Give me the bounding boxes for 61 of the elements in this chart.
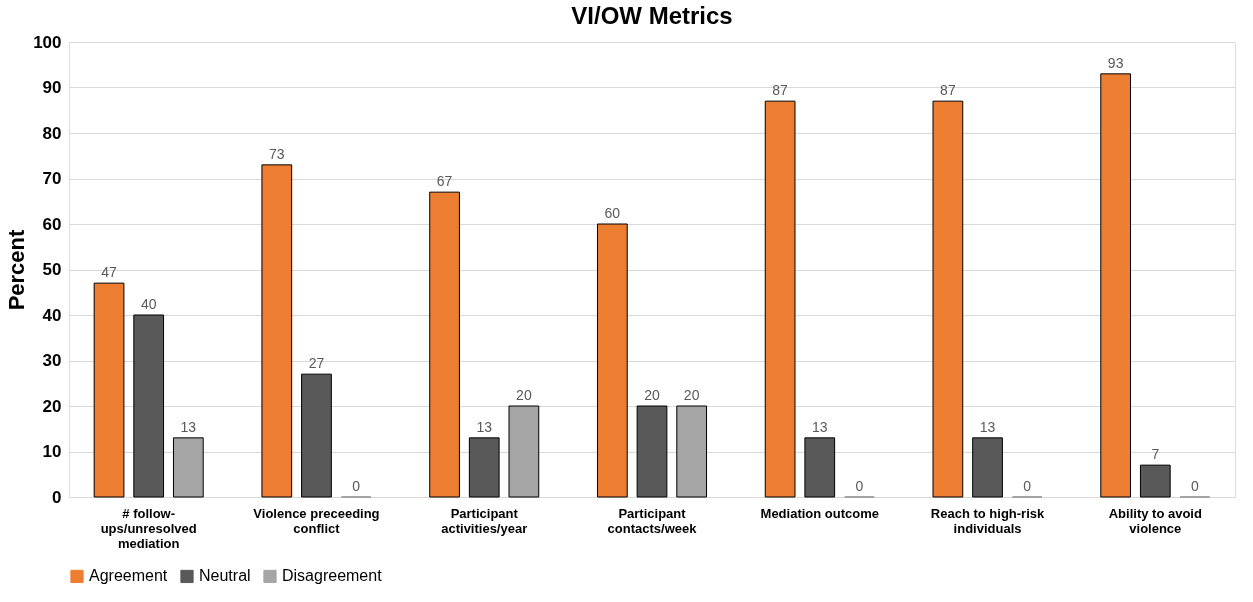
data-label: 60 bbox=[604, 205, 621, 221]
data-label: 47 bbox=[101, 264, 118, 281]
bar bbox=[93, 282, 125, 498]
y-tick-label: 10 bbox=[42, 442, 62, 461]
bar bbox=[172, 437, 204, 498]
x-tick-label: Participant contacts/week bbox=[607, 505, 698, 536]
data-label: 13 bbox=[979, 418, 996, 435]
y-tick-label: 90 bbox=[42, 78, 62, 97]
data-label: 20 bbox=[516, 387, 532, 403]
legend-label: Disagreement bbox=[282, 567, 383, 585]
bar bbox=[676, 405, 708, 498]
data-label: 87 bbox=[940, 82, 956, 99]
y-tick-label: 60 bbox=[42, 214, 62, 234]
bar bbox=[133, 314, 165, 498]
bar bbox=[468, 437, 500, 498]
bar bbox=[429, 191, 460, 498]
data-label: 20 bbox=[683, 387, 700, 403]
y-tick-label: 0 bbox=[52, 487, 62, 507]
data-label: 73 bbox=[269, 145, 285, 162]
data-label: 0 bbox=[1191, 478, 1200, 494]
bar bbox=[764, 100, 796, 498]
data-label: 13 bbox=[811, 418, 828, 435]
bar bbox=[596, 223, 628, 498]
x-tick-label: # follow-ups/unresolved mediation bbox=[100, 505, 197, 551]
data-label: 93 bbox=[1107, 54, 1124, 71]
y-tick-label: 80 bbox=[42, 123, 62, 143]
bar bbox=[301, 373, 332, 498]
bar bbox=[508, 405, 540, 498]
bar bbox=[804, 437, 836, 498]
chart-title: VI/OW Metrics bbox=[571, 2, 733, 29]
legend-label: Agreement bbox=[89, 567, 168, 585]
y-tick-label: 30 bbox=[42, 351, 62, 370]
data-label: 13 bbox=[476, 418, 493, 435]
data-label: 67 bbox=[436, 173, 453, 190]
bar bbox=[972, 437, 1003, 498]
x-tick-label: Participant activities/year bbox=[441, 505, 528, 536]
data-label: 0 bbox=[1023, 478, 1032, 494]
bar bbox=[1139, 464, 1171, 498]
legend-label: Neutral bbox=[199, 567, 251, 585]
data-label: 20 bbox=[644, 387, 660, 403]
y-tick-label: 50 bbox=[42, 260, 62, 279]
bar bbox=[261, 164, 293, 498]
data-label: 87 bbox=[772, 82, 789, 99]
data-label: 0 bbox=[352, 478, 361, 494]
bar bbox=[932, 100, 964, 498]
bar bbox=[636, 405, 668, 498]
data-label: 40 bbox=[140, 296, 157, 312]
y-tick-label: 20 bbox=[42, 396, 62, 416]
y-tick-label: 40 bbox=[42, 305, 62, 325]
data-label: 0 bbox=[855, 478, 864, 494]
y-tick-label: 70 bbox=[42, 169, 62, 188]
data-label: 27 bbox=[308, 355, 325, 372]
x-tick-label: Ability to avoid violence bbox=[1108, 505, 1202, 536]
y-tick-label: 100 bbox=[33, 32, 62, 52]
x-tick-label: Violence preceeding conflict bbox=[253, 505, 380, 536]
data-label: 13 bbox=[180, 418, 197, 435]
data-label: 7 bbox=[1151, 446, 1160, 463]
x-tick-label: Reach to high-risk individuals bbox=[930, 505, 1046, 536]
x-tick-label: Mediation outcome bbox=[760, 505, 879, 521]
y-axis-title: Percent bbox=[4, 228, 30, 311]
bar bbox=[1100, 73, 1132, 498]
